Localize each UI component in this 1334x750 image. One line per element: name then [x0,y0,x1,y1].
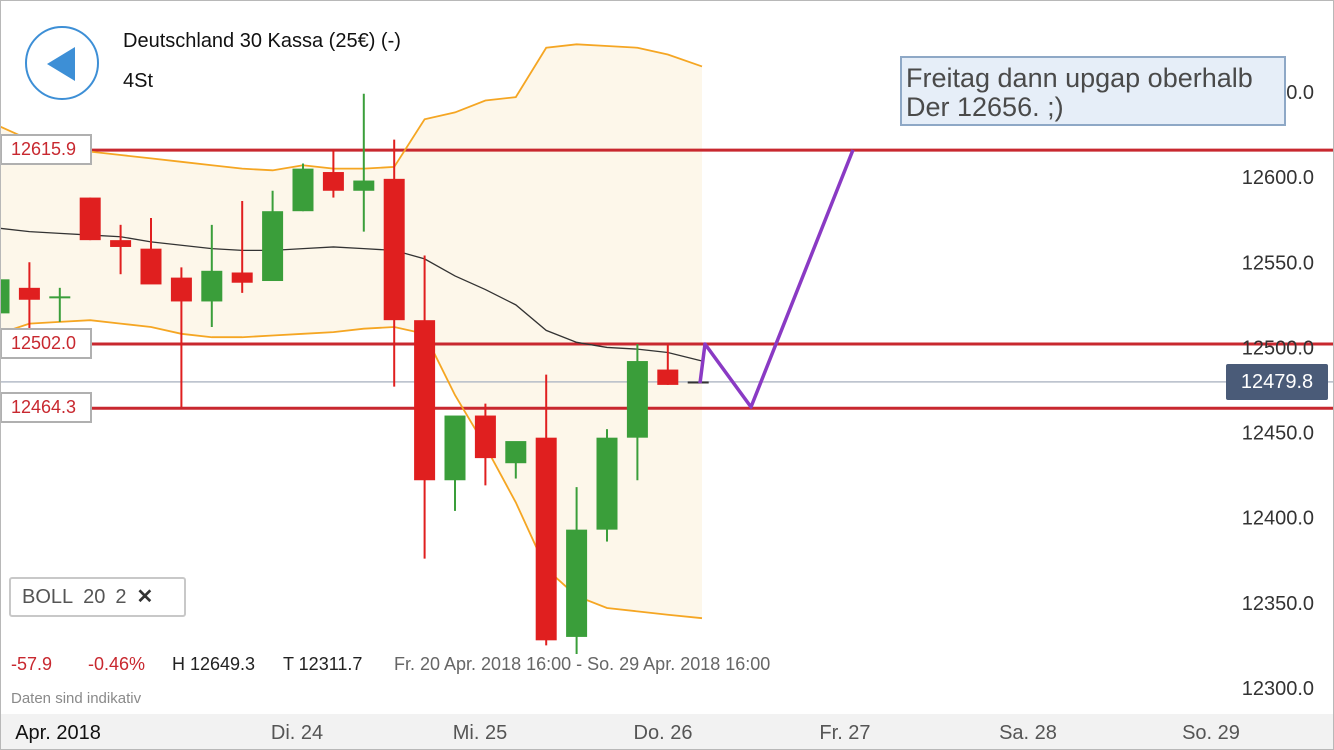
level-tag-12502[interactable]: 12502.0 [0,328,92,360]
candle-body-23 [687,381,709,384]
candle-body-17 [505,441,527,464]
back-arrow-icon [47,47,75,81]
candle-body-15 [444,415,466,481]
chart-annotation-note[interactable]: Freitag dann upgap oberhalb Der 12656. ;… [900,56,1286,126]
candle-body-21 [626,361,648,438]
x-tick-label-6: So. 29 [1182,722,1240,744]
instrument-title: Deutschland 30 Kassa (25€) (-) [123,30,401,52]
change-value: -57.9 [11,654,53,674]
candle-body-12 [353,180,375,191]
x-tick-label-0: Apr. 2018 [15,722,101,744]
level-tag-12464[interactable]: 12464.3 [0,392,92,424]
x-tick-label-3: Do. 26 [634,722,693,744]
x-tick-label-4: Fr. 27 [819,722,870,744]
x-tick-label-5: Sa. 28 [999,722,1057,744]
candle-body-0 [0,279,10,314]
candle-body-2 [49,296,71,299]
candle-body-13 [383,178,405,321]
y-tick-label-1: 12600.0 [1242,167,1314,189]
x-tick-label-2: Mi. 25 [453,722,507,744]
bollinger-middle-line [0,227,703,362]
indicator-chip[interactable]: BOLL 20 2 ✕ [9,577,186,617]
y-tick-label-4: 12450.0 [1242,423,1314,445]
candle-body-7 [201,270,223,302]
y-tick-label-7: 12300.0 [1242,678,1314,700]
x-axis-strip [0,714,1334,750]
projection-path [698,149,855,409]
annotation-line-2: Der 12656. ;) [906,92,1064,122]
candle-body-18 [535,437,557,641]
bollinger-band-fill [0,44,702,619]
current-price-tag: 12479.8 [1226,363,1328,400]
candle-body-6 [170,277,192,302]
close-icon[interactable]: ✕ [136,586,154,608]
candle-body-5 [140,248,162,285]
candle-body-19 [566,529,588,637]
candle-body-4 [110,240,132,247]
candles [0,93,709,654]
indicator-stddev: 2 [115,586,127,608]
y-tick-label-3: 12500.0 [1242,337,1314,359]
disclaimer-text: Daten sind indikativ [11,690,142,707]
low-value: T 12311.7 [283,654,363,674]
annotation-line-1: Freitag dann upgap oberhalb [906,63,1253,93]
projection-line [698,149,855,409]
x-tick-label-1: Di. 24 [271,722,323,744]
date-range: Fr. 20 Apr. 2018 16:00 - So. 29 Apr. 201… [394,654,771,674]
bollinger-upper-line [0,43,703,172]
high-value: H 12649.3 [172,654,256,674]
level-tag-12615[interactable]: 12615.9 [0,134,92,166]
y-tick-label-6: 12350.0 [1242,593,1314,615]
interval-label: 4St [123,70,154,92]
candle-body-22 [657,369,679,385]
change-percent: -0.46% [88,654,146,674]
candle-body-1 [18,287,40,300]
back-button[interactable] [25,26,99,100]
candle-body-16 [474,415,496,459]
indicator-period: 20 [83,586,106,608]
y-tick-label-2: 12550.0 [1242,252,1314,274]
candle-body-8 [231,272,253,283]
y-axis: 12650.012600.012550.012500.012450.012400… [1242,82,1314,700]
bollinger-fill-area [0,44,702,619]
x-axis: Apr. 2018 Di. 24 Mi. 25 Do. 26 Fr. 27 Sa. 28 S… [15,722,1240,744]
candle-body-11 [322,172,344,191]
candle-body-20 [596,437,618,530]
candle-body-3 [79,197,101,241]
y-tick-label-5: 12400.0 [1242,508,1314,530]
candle-body-10 [292,168,314,212]
candle-body-9 [262,211,284,282]
indicator-name: BOLL [22,586,74,608]
candle-body-14 [414,320,436,481]
